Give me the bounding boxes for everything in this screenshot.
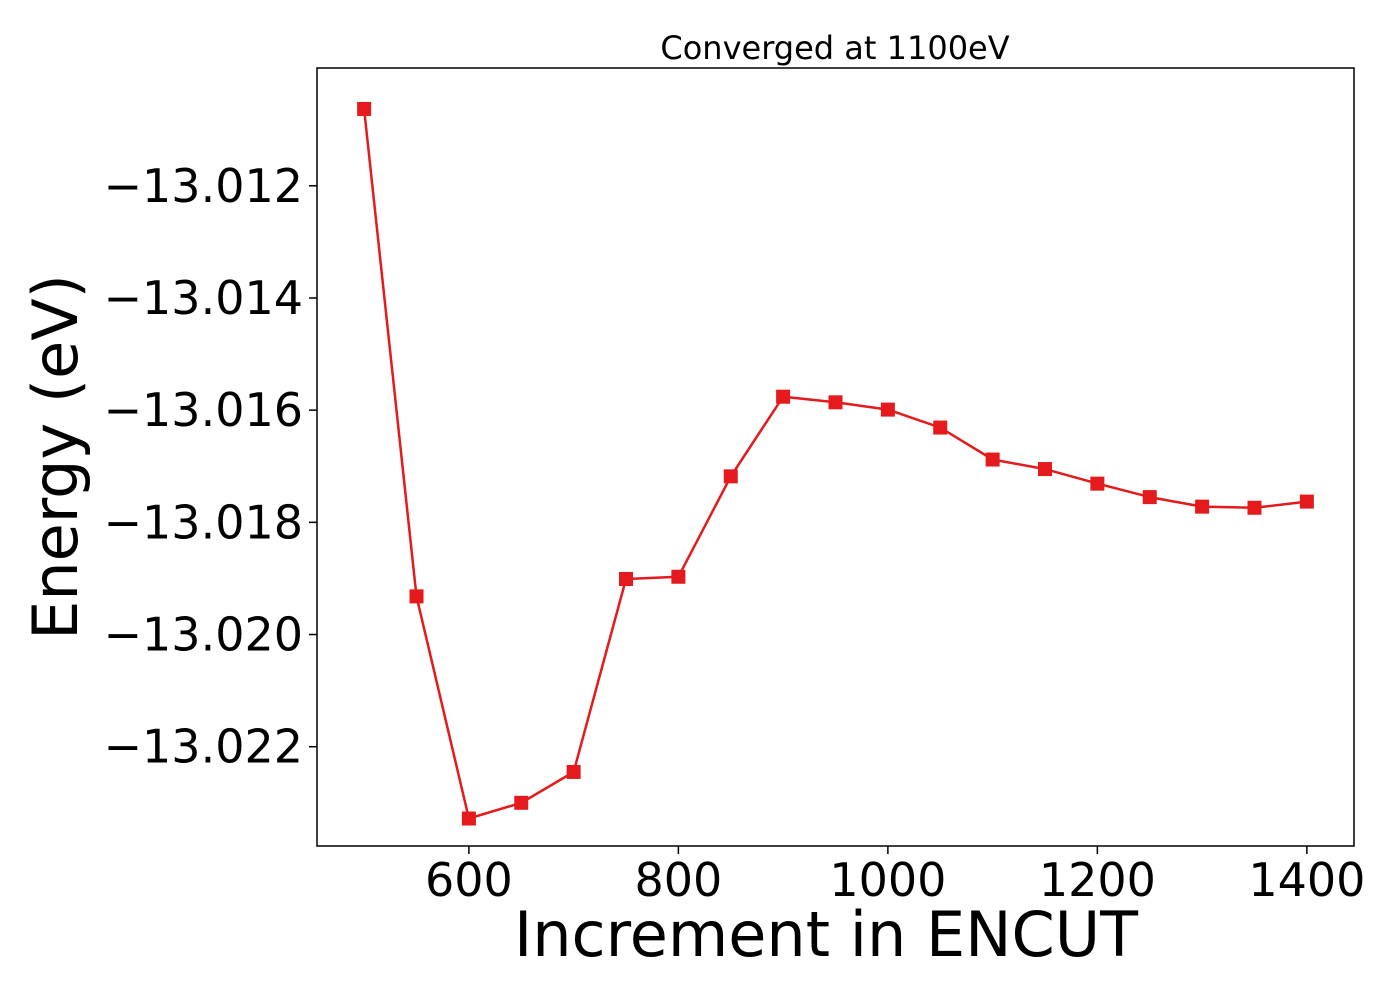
data-point-marker — [514, 795, 529, 810]
y-tick-label: −13.016 — [104, 383, 304, 437]
chart-title: Converged at 1100eV — [660, 29, 1009, 67]
x-tick-label: 600 — [425, 853, 513, 907]
data-point-marker — [1195, 499, 1210, 514]
x-axis-ticks: 600 800 1000 1200 1400 — [425, 846, 1365, 907]
x-tick-label: 1400 — [1248, 853, 1365, 907]
data-point-marker — [671, 569, 686, 584]
data-point-marker — [566, 764, 581, 779]
data-point-marker — [723, 469, 738, 484]
data-point-marker — [409, 589, 424, 604]
y-axis-label: Energy (eV) — [19, 274, 92, 640]
data-point-marker — [776, 389, 791, 404]
x-axis-label: Increment in ENCUT — [514, 898, 1139, 971]
y-tick-label: −13.014 — [104, 271, 304, 325]
x-tick-label: 1000 — [829, 853, 946, 907]
x-tick-label: 800 — [634, 853, 722, 907]
data-point-marker — [1090, 476, 1105, 491]
y-tick-label: −13.022 — [104, 720, 304, 774]
data-point-marker — [933, 420, 948, 435]
y-tick-label: −13.020 — [104, 608, 304, 662]
series-line — [362, 108, 1308, 821]
data-point-marker — [461, 811, 476, 826]
y-tick-label: −13.012 — [104, 159, 304, 213]
plot-area-frame — [316, 67, 1355, 847]
series-layer — [357, 101, 1314, 826]
data-point-marker — [619, 572, 634, 587]
data-point-marker — [1247, 500, 1262, 515]
data-point-marker — [1142, 490, 1157, 505]
x-tick-label: 1200 — [1039, 853, 1156, 907]
data-point-marker — [985, 452, 1000, 467]
data-point-marker — [880, 402, 895, 417]
data-point-marker — [1037, 462, 1052, 477]
data-point-marker — [357, 101, 372, 116]
y-axis-ticks: −13.012 −13.014 −13.016 −13.018 −13.020 −13.0… — [104, 159, 317, 774]
data-point-marker — [828, 395, 843, 410]
y-tick-label: −13.018 — [104, 495, 304, 549]
data-point-marker — [1299, 494, 1314, 509]
